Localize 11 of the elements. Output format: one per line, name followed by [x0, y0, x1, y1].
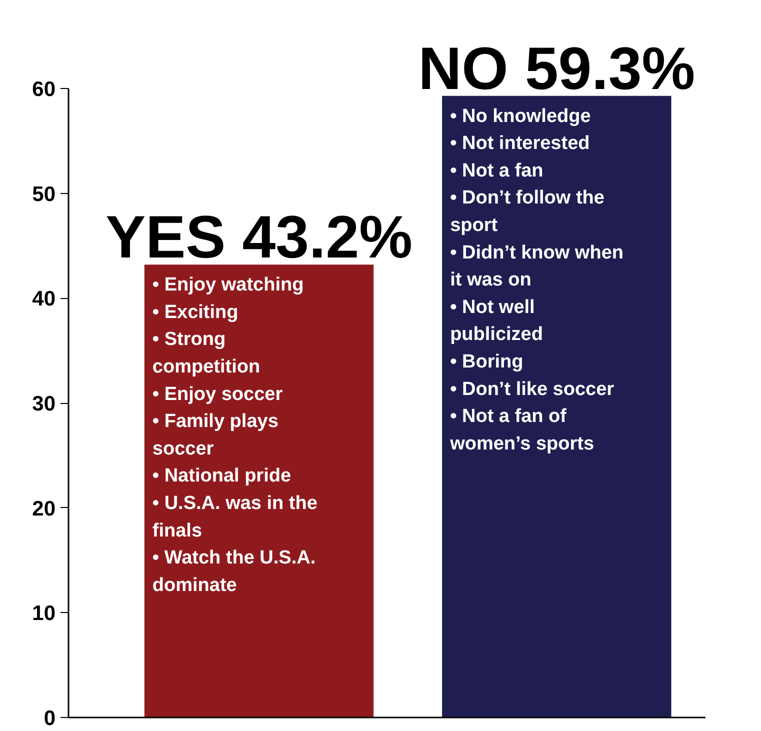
y-tick-label: 30	[32, 392, 56, 416]
data-label: NO 59.3%	[418, 34, 696, 102]
y-tick-label: 50	[32, 182, 56, 206]
data-label: YES 43.2%	[106, 204, 412, 271]
y-tick-label: 20	[32, 497, 56, 520]
y-tick-label: 40	[32, 288, 56, 311]
text: • No knowledge • Not interested • Not a fan • Don’t follow the sport • Didn’t know when it was on • Not well publicized • Boring • Don’t like soccer • Not a fan of women’s sports	[450, 106, 624, 454]
y-tick-label: 60	[32, 78, 56, 101]
text: • Enjoy watching • Exciting • Strong competition • Enjoy soccer • Family plays soccer • National pride • U.S.A. was in the finals • Watch the U.S.A. dominate	[152, 274, 318, 596]
y-tick-label: 0	[44, 707, 56, 730]
y-tick-label: 10	[32, 602, 56, 626]
